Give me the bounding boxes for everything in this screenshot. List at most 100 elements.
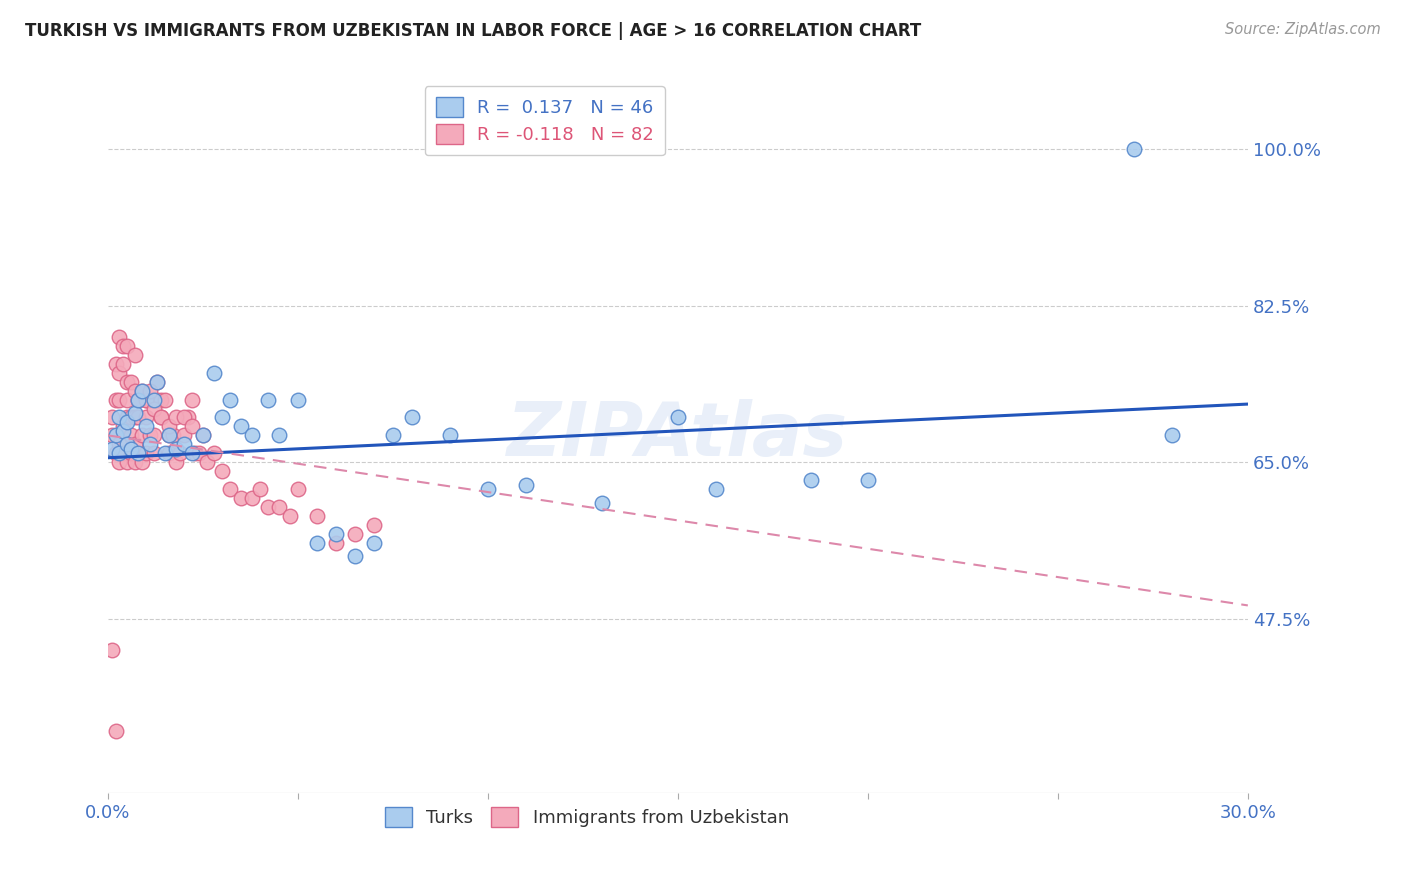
Point: [104, 357, 127, 371]
Point: [120, 442, 142, 456]
Point: [115, 455, 138, 469]
Point: [305, 535, 328, 549]
Point: [139, 437, 162, 451]
Point: [363, 535, 385, 549]
Point: [142, 392, 165, 407]
Point: [188, 446, 211, 460]
Point: [287, 482, 309, 496]
Point: [120, 446, 142, 460]
Point: [173, 428, 195, 442]
Point: [153, 446, 176, 460]
Point: [124, 406, 146, 420]
Point: [280, 508, 302, 523]
Point: [157, 419, 180, 434]
Point: [112, 339, 135, 353]
Point: [202, 446, 225, 460]
Point: [115, 437, 138, 451]
Point: [108, 392, 131, 407]
Point: [1160, 428, 1182, 442]
Point: [153, 392, 176, 407]
Point: [401, 410, 423, 425]
Point: [108, 455, 131, 469]
Point: [305, 508, 328, 523]
Point: [157, 446, 180, 460]
Point: [108, 410, 131, 425]
Point: [240, 428, 263, 442]
Point: [115, 392, 138, 407]
Point: [157, 428, 180, 442]
Point: [165, 455, 187, 469]
Point: [101, 442, 124, 456]
Point: [180, 392, 202, 407]
Point: [211, 464, 233, 478]
Point: [157, 428, 180, 442]
Point: [195, 455, 218, 469]
Point: [104, 723, 127, 738]
Point: [1122, 142, 1144, 156]
Point: [135, 446, 157, 460]
Point: [124, 437, 146, 451]
Point: [146, 375, 169, 389]
Point: [124, 455, 146, 469]
Point: [142, 428, 165, 442]
Point: [165, 442, 187, 456]
Point: [127, 410, 149, 425]
Point: [150, 410, 173, 425]
Point: [120, 375, 142, 389]
Point: [112, 357, 135, 371]
Point: [104, 392, 127, 407]
Point: [249, 482, 271, 496]
Point: [173, 437, 195, 451]
Point: [287, 392, 309, 407]
Point: [120, 410, 142, 425]
Point: [218, 482, 240, 496]
Point: [127, 392, 149, 407]
Point: [108, 330, 131, 344]
Point: [256, 500, 278, 514]
Point: [108, 446, 131, 460]
Point: [150, 392, 173, 407]
Point: [184, 446, 207, 460]
Point: [343, 526, 366, 541]
Point: [146, 392, 169, 407]
Point: [139, 384, 162, 398]
Point: [115, 415, 138, 429]
Point: [120, 428, 142, 442]
Point: [101, 643, 124, 657]
Point: [439, 428, 461, 442]
Point: [104, 446, 127, 460]
Point: [800, 473, 823, 487]
Point: [202, 366, 225, 380]
Point: [150, 410, 173, 425]
Point: [267, 500, 290, 514]
Point: [162, 428, 184, 442]
Point: [108, 437, 131, 451]
Point: [127, 446, 149, 460]
Text: ZIPAtlas: ZIPAtlas: [508, 399, 848, 472]
Point: [240, 491, 263, 505]
Point: [343, 549, 366, 564]
Point: [115, 339, 138, 353]
Point: [229, 491, 252, 505]
Point: [135, 410, 157, 425]
Text: Source: ZipAtlas.com: Source: ZipAtlas.com: [1225, 22, 1381, 37]
Point: [124, 410, 146, 425]
Point: [267, 428, 290, 442]
Point: [131, 384, 153, 398]
Point: [666, 410, 689, 425]
Point: [211, 410, 233, 425]
Point: [381, 428, 404, 442]
Point: [115, 375, 138, 389]
Point: [135, 392, 157, 407]
Point: [325, 535, 347, 549]
Point: [180, 419, 202, 434]
Point: [112, 446, 135, 460]
Text: TURKISH VS IMMIGRANTS FROM UZBEKISTAN IN LABOR FORCE | AGE > 16 CORRELATION CHAR: TURKISH VS IMMIGRANTS FROM UZBEKISTAN IN…: [25, 22, 921, 40]
Legend: Turks, Immigrants from Uzbekistan: Turks, Immigrants from Uzbekistan: [377, 800, 796, 834]
Point: [218, 392, 240, 407]
Point: [173, 410, 195, 425]
Point: [112, 419, 135, 434]
Point: [101, 428, 124, 442]
Point: [142, 401, 165, 416]
Point: [325, 526, 347, 541]
